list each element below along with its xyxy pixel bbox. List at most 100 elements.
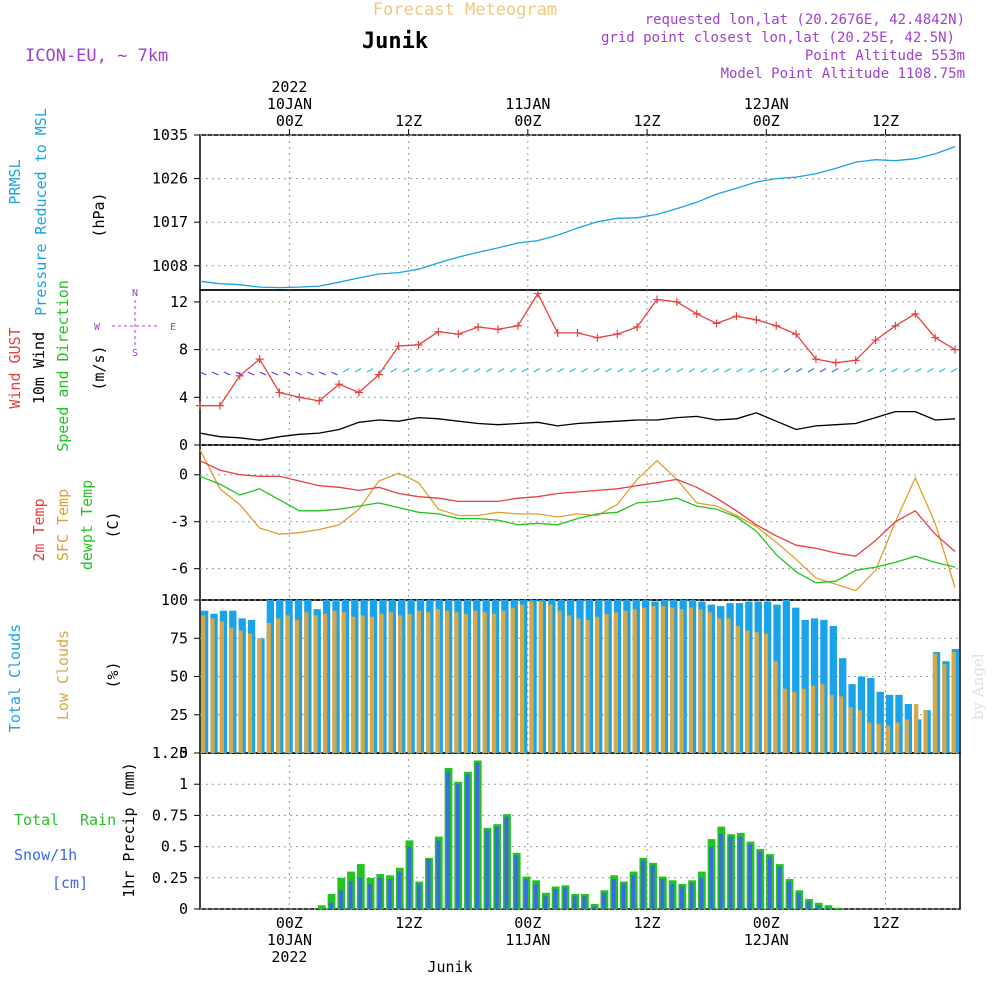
snow-bar	[640, 860, 645, 909]
wind-barb	[509, 367, 517, 373]
pressure-label-1: PRMSL	[6, 159, 24, 204]
snow-bar	[699, 877, 704, 909]
low-cloud-bar	[585, 619, 590, 753]
gust-marker	[891, 321, 900, 330]
wind-barb	[235, 371, 243, 376]
model-name: ICON-EU, ~ 7km	[25, 46, 168, 66]
wind-barb	[307, 371, 314, 376]
clouds-tick-label: 75	[170, 629, 188, 647]
gust-marker	[474, 322, 483, 331]
gridpoint-coords: grid point closest lon,lat (20.25E, 42.5…	[601, 30, 955, 46]
top-time-label: 11JAN	[505, 95, 550, 113]
bottom-time-label: 12Z	[634, 914, 661, 932]
low-cloud-bar	[932, 653, 938, 753]
top-time-label: 12Z	[872, 112, 899, 130]
low-cloud-bar	[904, 719, 909, 753]
snow-bar	[826, 907, 830, 909]
low-cloud-bar	[388, 612, 393, 753]
gust-marker	[354, 388, 363, 397]
wind-tick-label: 8	[179, 341, 188, 359]
wind-barb	[605, 367, 612, 373]
snow-bar	[816, 905, 821, 909]
pressure-tick-label: 1017	[152, 213, 188, 231]
gust-marker	[712, 319, 721, 328]
snow-bar	[679, 886, 684, 909]
low-cloud-bar	[613, 612, 619, 753]
clouds-tick-label: 25	[170, 706, 188, 724]
wind-barb	[259, 371, 267, 376]
snow-bar	[611, 879, 616, 909]
low-cloud-bar	[604, 613, 609, 753]
gust-marker	[494, 325, 503, 334]
snow-bar	[455, 784, 460, 909]
bottom-time-label: 12Z	[872, 914, 899, 932]
low-cloud-bar	[914, 704, 919, 753]
point-altitude: Point Altitude 553m	[805, 48, 965, 64]
pressure-unit: (hPa)	[90, 192, 108, 237]
low-cloud-bar	[895, 722, 900, 753]
clouds-tick-label: 50	[170, 668, 188, 686]
gust-marker	[533, 289, 542, 298]
snow-bar	[718, 834, 723, 909]
snow-bar	[407, 846, 412, 909]
gust-marker	[553, 328, 562, 337]
wind-barb	[771, 367, 779, 373]
snow-bar	[670, 884, 675, 909]
low-cloud-bar	[876, 723, 881, 753]
snow-bar	[738, 836, 743, 909]
precip-tick-label: 0	[179, 900, 188, 918]
gust-marker	[255, 355, 264, 364]
wind-barb	[867, 367, 874, 373]
low-cloud-bar	[792, 691, 797, 753]
low-cloud-bar	[285, 615, 290, 753]
gust-marker	[911, 309, 920, 318]
gust-marker	[315, 396, 324, 405]
snow-bar	[377, 877, 382, 909]
low-cloud-bar	[576, 618, 581, 753]
snow-bar	[524, 879, 528, 909]
snow-bar	[338, 890, 343, 909]
bottom-time-label: 12Z	[395, 914, 422, 932]
low-cloud-bar	[351, 616, 356, 753]
low-cloud-bar	[210, 618, 215, 753]
gust-marker	[215, 401, 224, 410]
gust-marker	[573, 328, 582, 337]
low-cloud-bar	[332, 610, 337, 753]
low-cloud-bar	[623, 610, 628, 753]
dewpt-line	[199, 475, 956, 584]
low-cloud-bar	[679, 609, 684, 753]
panel-frame-1	[199, 289, 961, 446]
precip-tick-label: 0.5	[161, 838, 188, 856]
low-cloud-bar	[632, 609, 637, 753]
total-cloud-bar	[829, 626, 837, 753]
wind-barb	[807, 367, 815, 373]
top-time-label: 00Z	[753, 112, 780, 130]
total-cloud-bar	[782, 600, 791, 753]
bottom-time-label: 2022	[271, 948, 307, 966]
temp-unit: (C)	[104, 511, 122, 538]
wind-barb	[223, 371, 231, 376]
wind-barb	[473, 367, 481, 373]
low-cloud-bar	[247, 633, 253, 753]
wind-barb	[640, 367, 648, 373]
snow-bar	[767, 856, 772, 909]
total-cloud-bar	[867, 678, 875, 753]
gust-marker	[434, 327, 443, 336]
top-time-label: 10JAN	[267, 95, 312, 113]
gust-marker	[295, 393, 304, 402]
panel-frame-4	[199, 752, 961, 910]
wind-barb	[461, 367, 469, 373]
gust-marker	[335, 380, 344, 389]
wind-speed-dir-label: Speed and Direction	[54, 280, 72, 452]
wind-barb	[950, 367, 958, 373]
pressure-tick-label: 1008	[152, 257, 188, 275]
snow-bar	[446, 771, 450, 909]
snow-bar	[416, 884, 421, 909]
gust-line	[200, 292, 956, 407]
low-cloud-bar	[566, 615, 572, 753]
wind-barb	[557, 367, 565, 373]
clouds-unit: (%)	[104, 661, 122, 688]
wind-barb	[199, 371, 207, 376]
low-cloud-bar	[942, 664, 947, 753]
wind-barb	[676, 367, 684, 373]
